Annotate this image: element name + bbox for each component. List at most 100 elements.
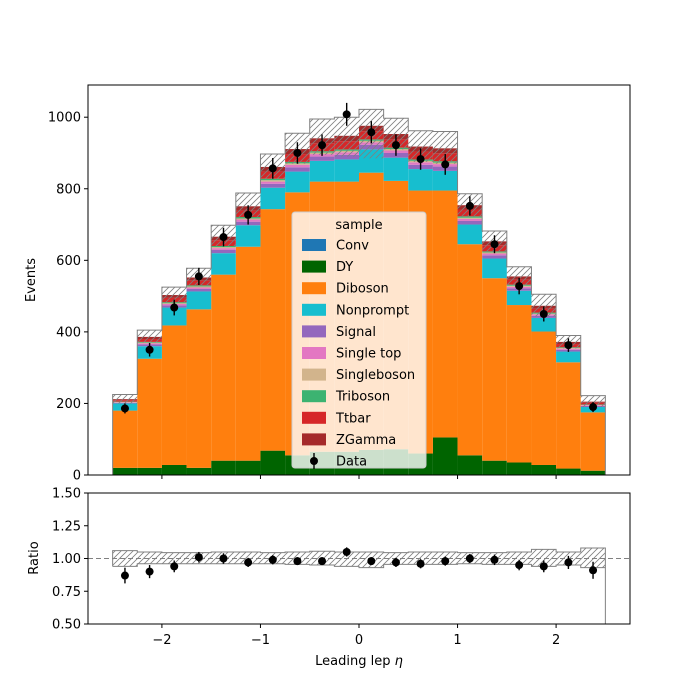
bar-nonprompt bbox=[482, 258, 507, 279]
legend-label-diboson: Diboson bbox=[336, 282, 389, 297]
bar-singleboson bbox=[457, 217, 483, 219]
legend-swatch-dy bbox=[302, 260, 326, 273]
bar-nonprompt bbox=[309, 160, 335, 182]
x-tick-label: 1 bbox=[453, 633, 461, 648]
bar-diboson bbox=[137, 358, 162, 468]
ratio-point bbox=[318, 557, 327, 566]
bar-nonprompt bbox=[285, 171, 310, 193]
ratio-y-axis-ticks: 0.50 0.75 1.00 1.25 1.50 bbox=[52, 487, 88, 633]
x-axis-label: Leading lep η bbox=[315, 654, 403, 669]
data-point bbox=[318, 141, 327, 150]
bar-nonprompt bbox=[235, 225, 261, 247]
bar-diboson bbox=[580, 412, 606, 471]
ratio-y-axis-label: Ratio bbox=[27, 541, 42, 574]
legend-swatch-single-top bbox=[302, 347, 326, 359]
bar-diboson bbox=[260, 209, 286, 451]
bar-diboson bbox=[531, 331, 557, 465]
bar-dy bbox=[112, 467, 138, 475]
data-point bbox=[367, 128, 376, 137]
bar-signal bbox=[211, 249, 236, 254]
bar-nonprompt bbox=[161, 307, 187, 326]
ratio-point bbox=[244, 558, 253, 567]
legend-label-triboson: Triboson bbox=[335, 390, 390, 405]
data-point bbox=[145, 345, 154, 354]
ratio-x-axis-ticks: −2 −1 0 1 2 bbox=[152, 624, 560, 648]
data-point bbox=[120, 404, 129, 413]
data-point bbox=[441, 160, 450, 169]
ratio-frame bbox=[87, 492, 631, 625]
bar-diboson bbox=[211, 274, 236, 461]
y-tick-label: 200 bbox=[56, 397, 81, 412]
ratio-point bbox=[564, 558, 573, 567]
bar-dy bbox=[531, 464, 557, 475]
bar-nonprompt bbox=[211, 253, 236, 275]
data-point bbox=[564, 341, 573, 350]
bar-signal bbox=[285, 167, 310, 172]
legend-swatch-diboson bbox=[302, 282, 326, 295]
ratio-y-tick-label: 0.75 bbox=[52, 585, 81, 600]
data-point bbox=[490, 240, 499, 249]
ratio-band-outline-up bbox=[112, 547, 606, 624]
y-tick-label: 600 bbox=[56, 254, 81, 269]
data-point bbox=[342, 110, 351, 119]
bar-dy bbox=[211, 460, 236, 475]
data-point bbox=[515, 282, 524, 291]
bar-signal bbox=[334, 154, 359, 160]
ratio-hatch bbox=[531, 549, 557, 567]
legend-box bbox=[291, 211, 427, 469]
data-point bbox=[539, 309, 548, 318]
legend-label-data: Data bbox=[336, 455, 367, 470]
data-point bbox=[416, 155, 425, 164]
ratio-point bbox=[170, 562, 179, 571]
legend-swatch-triboson bbox=[302, 390, 326, 403]
bar-nonprompt bbox=[506, 290, 532, 306]
bar-dy bbox=[556, 468, 581, 475]
bar-diboson bbox=[235, 246, 261, 461]
data-point bbox=[589, 403, 598, 412]
bar-nonprompt bbox=[260, 187, 286, 210]
x-tick-label: 0 bbox=[355, 633, 363, 648]
bar-dy bbox=[457, 455, 483, 475]
data-point bbox=[170, 303, 179, 312]
bar-dy bbox=[432, 437, 458, 475]
bar-nonprompt bbox=[408, 169, 433, 191]
bar-single-top bbox=[186, 287, 212, 289]
legend-swatch-nonprompt bbox=[302, 303, 326, 316]
bar-dy bbox=[482, 460, 507, 475]
ratio-uncertainty-band bbox=[112, 547, 606, 624]
uncertainty-hatch bbox=[506, 266, 532, 286]
x-axis-label-symbol: η bbox=[395, 654, 403, 669]
y-tick-label: 400 bbox=[56, 325, 81, 340]
bar-singleboson bbox=[260, 180, 286, 182]
x-tick-label: −1 bbox=[251, 633, 270, 648]
bar-singleboson bbox=[211, 247, 236, 249]
bar-single-top bbox=[457, 218, 483, 221]
ratio-y-tick-label: 1.25 bbox=[52, 519, 81, 534]
bar-diboson bbox=[161, 325, 187, 465]
ratio-hatch bbox=[580, 548, 606, 568]
bar-triboson bbox=[457, 216, 483, 218]
uncertainty-hatch bbox=[531, 294, 557, 317]
data-points bbox=[120, 102, 598, 414]
data-point bbox=[219, 233, 228, 242]
uncertainty-outline-up bbox=[112, 108, 606, 475]
uncertainty-hatch bbox=[580, 395, 606, 408]
ratio-point bbox=[515, 561, 524, 570]
bar-dy bbox=[506, 462, 532, 475]
data-point bbox=[244, 210, 253, 219]
y-tick-label: 0 bbox=[73, 469, 81, 484]
y-axis-label: Events bbox=[24, 258, 39, 302]
ratio-point bbox=[194, 553, 203, 562]
legend-label-conv: Conv bbox=[336, 239, 369, 254]
bar-nonprompt bbox=[186, 291, 212, 310]
ratio-point bbox=[268, 555, 277, 564]
bar-dy bbox=[186, 467, 212, 475]
bar-signal bbox=[260, 183, 286, 188]
bar-triboson bbox=[260, 178, 286, 181]
legend-swatch-signal bbox=[302, 325, 326, 338]
bar-single-top bbox=[482, 253, 507, 256]
ratio-point bbox=[293, 557, 302, 566]
legend: sample Conv DY Diboson Nonprompt Signal Singl… bbox=[291, 211, 427, 470]
legend-items: Conv DY Diboson Nonprompt Signal Single top Si… bbox=[302, 239, 415, 470]
